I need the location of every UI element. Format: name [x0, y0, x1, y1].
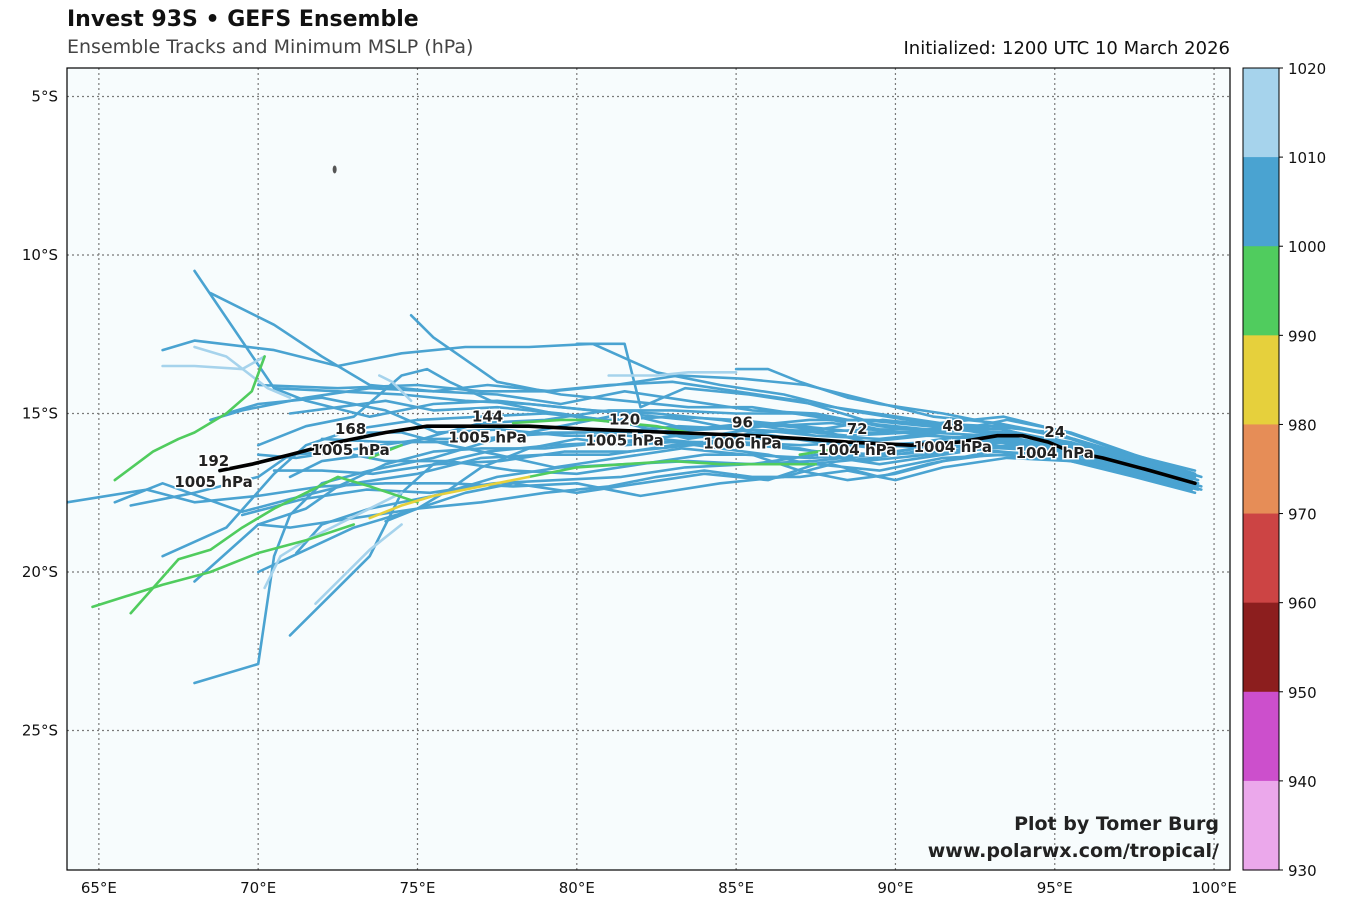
ensemble-member-track — [193, 345, 292, 400]
ensemble-member-track — [288, 434, 1194, 637]
ensemble-member-track — [511, 418, 690, 434]
lon-tick-label: 100°E — [1191, 879, 1237, 897]
map-title: Invest 93S • GEFS Ensemble — [67, 7, 419, 32]
colorbar-bin — [1243, 424, 1279, 515]
colorbar-bin — [1243, 602, 1279, 693]
ensemble-member-track — [527, 459, 818, 479]
lat-tick-label: 25°S — [22, 722, 58, 740]
colorbar-tick-label: 1010 — [1288, 149, 1326, 167]
forecast-hour-label: 24 — [1044, 423, 1065, 441]
colorbar-frame — [1242, 67, 1280, 871]
ensemble-member-track — [368, 475, 531, 520]
lon-tick-label: 75°E — [399, 879, 435, 897]
forecast-pressure-label: 1005 hPa — [174, 473, 252, 491]
ocean-background — [67, 68, 1230, 870]
forecast-hour-label: 120 — [609, 411, 640, 429]
forecast-hour-label: 144 — [472, 407, 503, 425]
colorbar-bin — [1243, 513, 1279, 604]
lat-tick-label: 10°S — [22, 246, 58, 264]
ensemble-member-track — [129, 475, 419, 615]
ensemble-member-track — [314, 523, 403, 606]
colorbar-bin — [1243, 780, 1279, 871]
ensemble-member-track — [384, 437, 1194, 523]
colorbar-tick-label: 990 — [1288, 327, 1317, 345]
ensemble-mean — [218, 424, 1197, 486]
ensemble-member-track — [240, 443, 1197, 517]
ensemble-member-track — [377, 374, 413, 403]
forecast-pressure-label: 1006 hPa — [703, 435, 781, 453]
longitude-ticks: 65°E 70°E 75°E 80°E 85°E 90°E 95°E 100°E — [81, 879, 1237, 897]
lon-tick-label: 80°E — [559, 879, 595, 897]
island — [332, 165, 337, 174]
credit-author: Plot by Tomer Burg — [1014, 813, 1219, 835]
lon-tick-label: 85°E — [718, 879, 754, 897]
ensemble-member-track — [91, 523, 356, 609]
forecast-pressure-label: 1004 hPa — [914, 438, 992, 456]
island-marker — [332, 165, 337, 174]
credit-url: www.polarwx.com/tropical/ — [928, 840, 1219, 862]
forecast-labels: 24 1004 hPa 48 1004 hPa 72 1004 hPa 96 1006 hPa… — [173, 406, 1096, 492]
lat-tick-label: 5°S — [31, 88, 58, 106]
colorbar-tick-label: 940 — [1288, 773, 1317, 791]
map-subtitle: Ensemble Tracks and Minimum MSLP (hPa) — [67, 36, 474, 58]
initialization-time: Initialized: 1200 UTC 10 March 2026 — [903, 38, 1230, 59]
colorbar-bin — [1243, 157, 1279, 247]
ensemble-mean-track — [218, 424, 1197, 486]
lon-tick-label: 70°E — [240, 879, 276, 897]
ensemble-member-track — [575, 342, 1197, 472]
colorbar-bin — [1243, 691, 1279, 782]
ensemble-member-track — [113, 355, 266, 482]
ensemble-members — [67, 269, 1203, 685]
lat-tick-label: 20°S — [22, 563, 58, 581]
forecast-hour-label: 96 — [732, 414, 753, 432]
forecast-hour-label: 168 — [335, 420, 366, 438]
ensemble-member-track — [263, 491, 403, 590]
ensemble-member-track — [607, 370, 738, 377]
ensemble-member-track — [161, 355, 266, 371]
colorbar-bin — [1243, 68, 1279, 158]
colorbar-tick-label: 1000 — [1288, 238, 1326, 256]
ensemble-member-track — [272, 418, 1203, 479]
pressure-colorbar: 1020 1010 1000 990 980 970 960 950 940 930 — [1242, 60, 1326, 880]
forecast-pressure-label: 1005 hPa — [448, 428, 526, 446]
lon-tick-label: 65°E — [81, 879, 117, 897]
lat-tick-label: 15°S — [22, 405, 58, 423]
colorbar-bin — [1243, 335, 1279, 426]
lon-tick-label: 95°E — [1037, 879, 1073, 897]
colorbar-bin — [1243, 246, 1279, 336]
ensemble-member-track — [256, 456, 1200, 529]
colorbar-tick-label: 980 — [1288, 416, 1317, 434]
forecast-hour-label: 192 — [198, 452, 229, 470]
colorbar-tick-label: 960 — [1288, 595, 1317, 613]
colorbar-tick-label: 930 — [1288, 862, 1317, 880]
latitude-ticks: 5°S 10°S 15°S 20°S 25°S — [22, 88, 58, 740]
colorbar-tick-label: 1020 — [1288, 60, 1326, 78]
ensemble-member-track — [368, 443, 403, 460]
lon-tick-label: 90°E — [877, 879, 913, 897]
forecast-pressure-label: 1005 hPa — [585, 432, 663, 450]
forecast-pressure-label: 1004 hPa — [1016, 444, 1094, 462]
ensemble-member-track — [193, 412, 1200, 685]
colorbar-tick-label: 950 — [1288, 684, 1317, 702]
colorbar-tick-label: 970 — [1288, 506, 1317, 524]
forecast-pressure-label: 1004 hPa — [818, 441, 896, 459]
forecast-hour-label: 48 — [942, 417, 963, 435]
map-frame — [66, 67, 1231, 871]
forecast-hour-label: 72 — [847, 420, 868, 438]
ensemble-member-track — [798, 447, 840, 457]
forecast-pressure-label: 1005 hPa — [311, 441, 389, 459]
